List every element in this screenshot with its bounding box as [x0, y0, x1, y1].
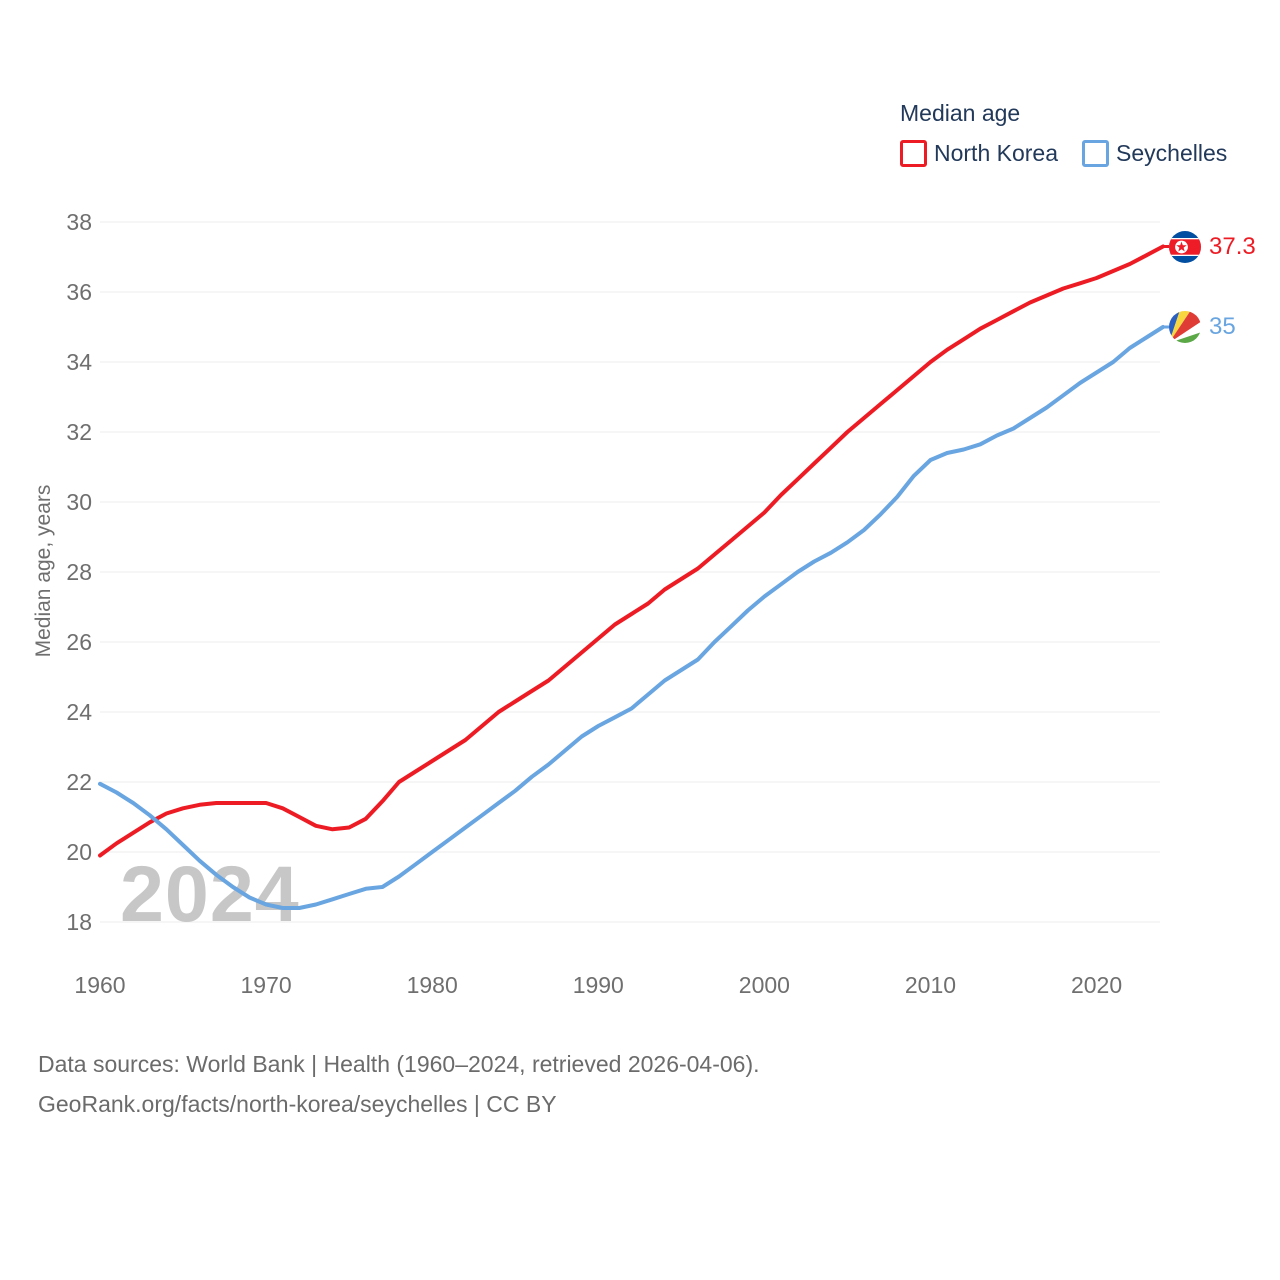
x-tick-label: 1970 — [240, 972, 292, 998]
footer: Data sources: World Bank | Health (1960–… — [38, 1044, 760, 1124]
y-tick-label: 34 — [66, 349, 92, 375]
y-tick-label: 26 — [66, 629, 92, 655]
data-sources-line: Data sources: World Bank | Health (1960–… — [38, 1051, 760, 1077]
end-label-north-korea: 37.3 — [1169, 231, 1256, 263]
legend: Median age North Korea Seychelles — [900, 98, 1227, 167]
seychelles-flag-icon — [1169, 311, 1201, 343]
legend-label-north-korea: North Korea — [934, 140, 1059, 166]
y-tick-label: 38 — [66, 209, 92, 235]
end-value-north-korea: 37.3 — [1209, 233, 1256, 260]
y-tick-label: 20 — [66, 839, 92, 865]
y-tick-label: 24 — [66, 699, 92, 725]
y-tick-label: 30 — [66, 489, 92, 515]
watermark-year: 2024 — [120, 849, 300, 938]
north-korea-swatch-icon — [900, 140, 927, 167]
legend-label-seychelles: Seychelles — [1116, 140, 1228, 166]
y-tick-label: 18 — [66, 909, 92, 935]
y-axis-title: Median age, years — [32, 484, 55, 658]
north-korea-flag-icon — [1169, 231, 1201, 263]
legend-title: Median age — [900, 100, 1021, 126]
end-label-seychelles: 35 — [1169, 311, 1236, 343]
x-tick-label: 2000 — [738, 972, 790, 998]
x-tick-label: 1960 — [74, 972, 126, 998]
legend-items: North Korea Seychelles — [900, 140, 1227, 167]
series-line-seychelles — [98, 325, 1165, 910]
x-tick-label: 1990 — [572, 972, 624, 998]
x-tick-label: 2010 — [904, 972, 957, 998]
series-line-north-korea — [98, 244, 1165, 858]
y-tick-label: 36 — [66, 279, 92, 305]
legend-item-seychelles[interactable]: Seychelles — [1082, 140, 1227, 167]
x-tick-label: 1980 — [406, 972, 458, 998]
end-value-seychelles: 35 — [1209, 313, 1236, 340]
seychelles-swatch-icon — [1082, 140, 1110, 167]
y-tick-label: 22 — [66, 769, 92, 795]
y-tick-label: 32 — [66, 419, 92, 445]
y-tick-label: 28 — [66, 559, 92, 585]
x-tick-label: 2020 — [1070, 972, 1123, 998]
legend-item-north-korea[interactable]: North Korea — [900, 140, 1058, 167]
gridlines-group — [100, 221, 1160, 923]
attribution-line: GeoRank.org/facts/north-korea/seychelles… — [38, 1091, 557, 1117]
series-lines-group — [98, 244, 1172, 910]
